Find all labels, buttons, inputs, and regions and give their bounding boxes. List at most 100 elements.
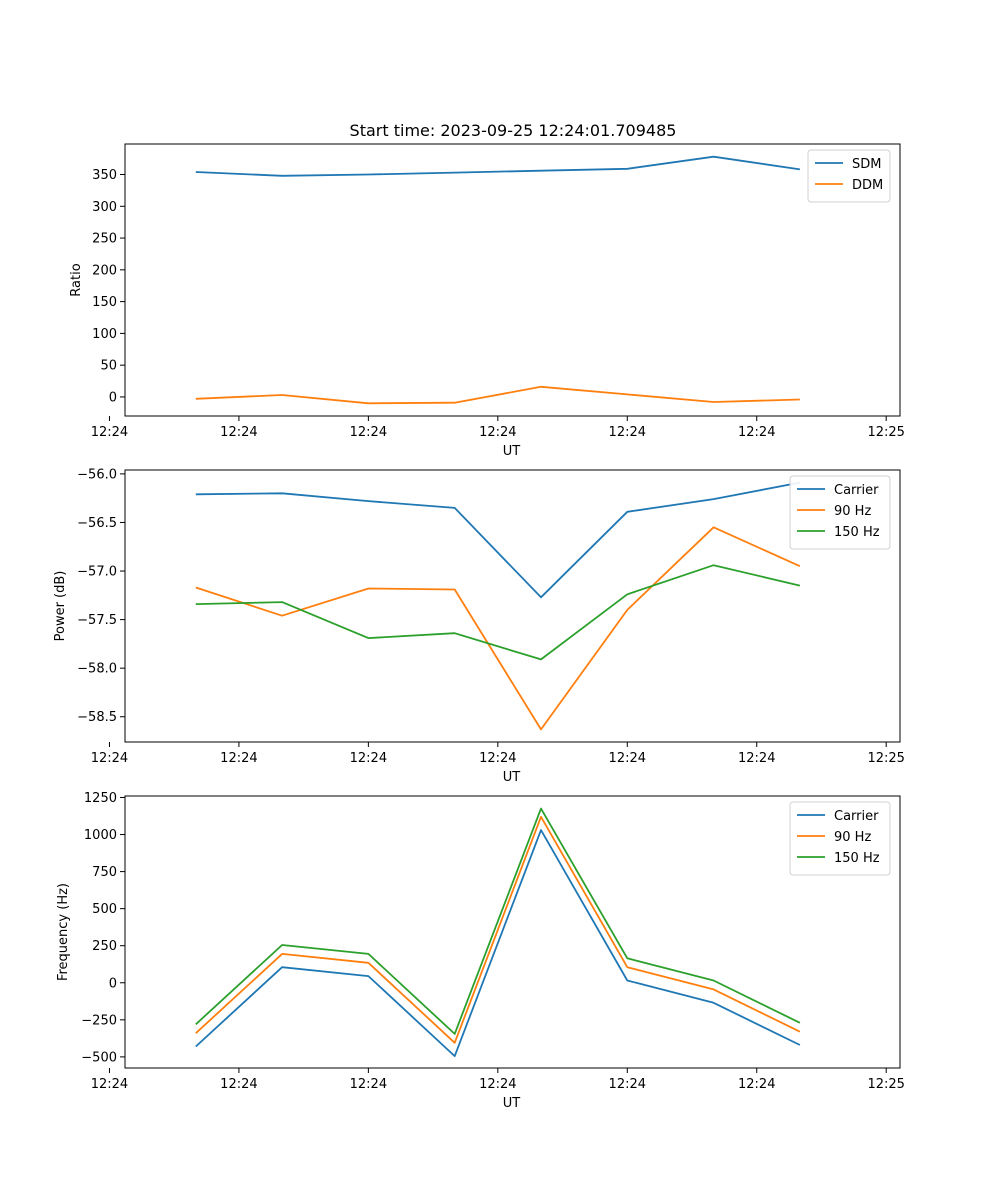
- frequency-y-tick: 0: [109, 976, 125, 991]
- ratio-series-sdm-line: [195, 155, 801, 177]
- frequency-x-tick: 12:24: [609, 1068, 646, 1092]
- ratio-y-tick-label: 200: [92, 263, 117, 278]
- ratio-legend: SDM DDM: [807, 149, 891, 203]
- ratio-x-tick: 12:24: [479, 416, 517, 440]
- frequency-y-axis-label: Frequency (Hz): [56, 883, 71, 981]
- ratio-y-tick: 250: [92, 232, 125, 247]
- frequency-y-tick: 750: [92, 865, 125, 880]
- frequency-legend-label-150-hz: 150 Hz: [834, 851, 880, 866]
- ratio-x-tick: 12:24: [350, 416, 387, 440]
- frequency-x-tick: 12:25: [867, 1068, 905, 1092]
- frequency-legend-label-90-hz: 90 Hz: [834, 830, 871, 845]
- ratio-x-tick: 12:24: [91, 416, 128, 440]
- power-y-tick-label: −58.0: [77, 662, 117, 677]
- ratio-x-tick: 12:24: [738, 416, 775, 440]
- frequency-x-axis-label: UT: [503, 1096, 521, 1111]
- power-y-tick-label: −57.5: [77, 613, 117, 628]
- frequency-series-150-hz-line: [195, 807, 801, 1035]
- power-x-tick-label: 12:24: [220, 751, 257, 766]
- ratio-y-tick: 200: [92, 263, 125, 278]
- ratio-y-tick-label: 300: [92, 200, 117, 215]
- power-y-tick: −56.5: [77, 516, 125, 531]
- ratio-y-tick: 0: [109, 390, 125, 405]
- frequency-y-tick-label: 1250: [84, 791, 117, 806]
- frequency-x-tick-label: 12:24: [738, 1077, 775, 1092]
- ratio-y-tick-label: 100: [92, 327, 117, 342]
- power-y-tick: −58.5: [77, 710, 125, 725]
- ratio-axes-frame: [124, 143, 901, 417]
- power-legend-label-150-hz: 150 Hz: [834, 525, 880, 540]
- frequency-series-90-hz-line: [195, 815, 801, 1044]
- power-x-tick: 12:24: [91, 742, 128, 766]
- frequency-x-tick: 12:24: [220, 1068, 258, 1092]
- frequency-series-carrier-line: [195, 829, 801, 1057]
- ratio-y-tick-label: 350: [92, 168, 117, 183]
- frequency-x-tick: 12:24: [738, 1068, 775, 1092]
- frequency-x-tick-label: 12:24: [91, 1077, 128, 1092]
- ratio-y-tick: 50: [100, 359, 125, 374]
- power-x-tick-label: 12:24: [350, 751, 387, 766]
- frequency-x-tick: 12:24: [479, 1068, 517, 1092]
- power-x-tick-label: 12:24: [609, 751, 646, 766]
- frequency-y-tick: 250: [92, 939, 125, 954]
- power-y-tick: −56.0: [77, 467, 125, 482]
- ratio-y-tick: 100: [92, 327, 125, 342]
- ratio-series-ddm-line: [195, 385, 800, 405]
- frequency-panel: 12:24 12:24 12:24 12:24 12:24 12:24 12:25 −500 −…: [56, 791, 905, 1111]
- ratio-legend-label-ddm: DDM: [852, 178, 883, 193]
- power-x-tick-label: 12:24: [479, 751, 516, 766]
- frequency-y-tick-label: 0: [109, 976, 117, 991]
- frequency-x-tick-label: 12:24: [220, 1077, 257, 1092]
- power-y-axis-label: Power (dB): [53, 571, 68, 642]
- frequency-y-tick-label: 500: [92, 902, 117, 917]
- frequency-axes-frame: [124, 795, 901, 1069]
- power-legend-label-90-hz: 90 Hz: [834, 504, 871, 519]
- power-series-carrier-line: [195, 481, 801, 599]
- frequency-x-tick-label: 12:24: [479, 1077, 516, 1092]
- ratio-legend-label-sdm: SDM: [852, 157, 881, 172]
- frequency-y-tick: 1000: [84, 828, 125, 843]
- frequency-y-tick: 500: [92, 902, 125, 917]
- power-x-tick-label: 12:24: [91, 751, 128, 766]
- ratio-y-tick-label: 50: [100, 359, 117, 374]
- ratio-y-tick: 350: [92, 168, 125, 183]
- frequency-x-tick: 12:24: [91, 1068, 128, 1092]
- frequency-y-tick-label: 1000: [84, 828, 117, 843]
- power-y-tick-label: −56.0: [77, 467, 117, 482]
- power-x-tick: 12:24: [738, 742, 775, 766]
- power-x-tick-label: 12:25: [867, 751, 904, 766]
- frequency-x-tick: 12:24: [350, 1068, 387, 1092]
- ratio-y-tick-label: 0: [109, 390, 117, 405]
- ratio-x-tick-label: 12:24: [738, 425, 775, 440]
- frequency-legend-label-carrier: Carrier: [834, 809, 879, 824]
- power-y-tick-label: −57.0: [77, 565, 117, 580]
- ratio-y-tick: 150: [92, 295, 125, 310]
- ratio-y-axis-label: Ratio: [69, 263, 84, 296]
- ratio-x-tick-label: 12:24: [350, 425, 387, 440]
- frequency-y-tick: −250: [81, 1013, 125, 1028]
- power-y-tick: −57.0: [77, 565, 125, 580]
- ratio-x-tick-label: 12:25: [867, 425, 904, 440]
- power-y-tick-label: −58.5: [77, 710, 117, 725]
- power-panel: 12:24 12:24 12:24 12:24 12:24 12:24 12:25 −58.5…: [53, 467, 905, 785]
- power-x-tick: 12:24: [609, 742, 646, 766]
- frequency-y-tick-label: 750: [92, 865, 117, 880]
- frequency-y-tick: −500: [81, 1050, 125, 1065]
- ratio-x-tick-label: 12:24: [609, 425, 646, 440]
- frequency-y-tick-label: −250: [81, 1013, 117, 1028]
- power-axes-frame: [124, 469, 901, 743]
- frequency-x-tick-label: 12:25: [867, 1077, 904, 1092]
- ratio-x-tick: 12:24: [609, 416, 646, 440]
- power-y-tick-label: −56.5: [77, 516, 117, 531]
- ratio-y-tick: 300: [92, 200, 125, 215]
- power-legend: Carrier 90 Hz 150 Hz: [789, 475, 891, 550]
- ratio-x-tick: 12:24: [220, 416, 258, 440]
- ratio-x-tick-label: 12:24: [91, 425, 128, 440]
- power-x-tick: 12:25: [867, 742, 905, 766]
- ratio-x-axis-label: UT: [503, 444, 521, 459]
- frequency-y-tick: 1250: [84, 791, 125, 806]
- power-series-90-hz-line: [195, 526, 801, 731]
- power-y-tick: −58.0: [77, 662, 125, 677]
- frequency-legend: Carrier 90 Hz 150 Hz: [789, 801, 891, 876]
- frequency-y-tick-label: 250: [92, 939, 117, 954]
